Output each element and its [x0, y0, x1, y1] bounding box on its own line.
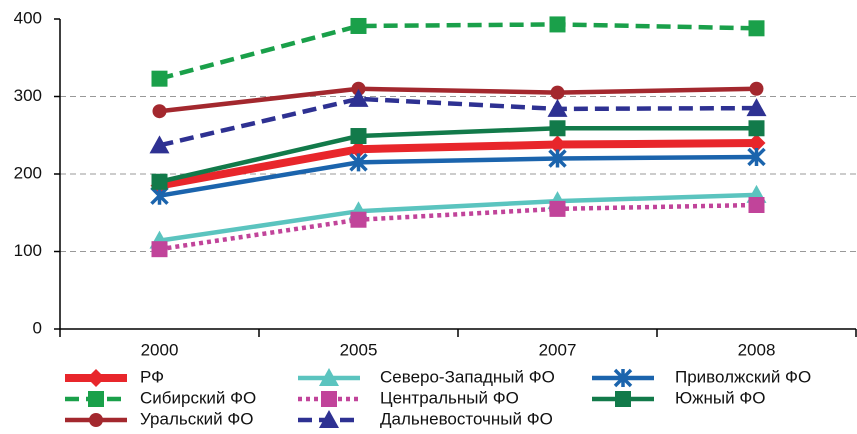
y-tick-label: 400: [14, 8, 42, 27]
x-tick-label: 2005: [340, 340, 378, 359]
marker: [350, 17, 367, 34]
legend-label: Северо-Западный ФО: [380, 367, 555, 386]
marker: [149, 135, 170, 154]
marker: [746, 98, 767, 117]
marker: [749, 81, 764, 96]
series-line: [159, 154, 757, 198]
legend-label: РФ: [140, 367, 164, 386]
marker: [548, 149, 567, 168]
marker: [151, 241, 168, 258]
series-line: [158, 139, 757, 190]
marker: [547, 98, 568, 117]
legend-label: Уральский ФО: [140, 409, 254, 428]
marker: [321, 391, 337, 407]
y-tick-label: 0: [33, 318, 42, 337]
marker: [350, 211, 367, 228]
x-tick-label: 2000: [141, 340, 179, 359]
marker: [748, 20, 765, 37]
marker: [151, 173, 168, 190]
marker: [87, 369, 105, 387]
marker: [351, 81, 366, 96]
marker: [549, 120, 566, 137]
y-tick-label: 100: [14, 241, 42, 260]
marker: [152, 104, 167, 119]
marker: [748, 120, 765, 137]
series-line: [159, 86, 757, 114]
y-tick-label: 300: [14, 86, 42, 105]
marker: [349, 140, 368, 159]
series-line: [158, 126, 757, 184]
legend-label: Южный ФО: [675, 388, 766, 407]
marker: [550, 85, 565, 100]
marker: [348, 88, 369, 107]
x-tick-label: 2007: [539, 340, 577, 359]
marker: [613, 368, 633, 388]
legend-label: Дальневосточный ФО: [380, 409, 553, 428]
series-line: [158, 96, 757, 148]
series-line: [158, 22, 757, 81]
marker: [549, 200, 566, 217]
marker: [748, 197, 765, 213]
marker: [549, 16, 566, 33]
marker: [319, 410, 339, 428]
marker: [350, 128, 367, 145]
marker: [747, 147, 766, 167]
x-tick-label: 2008: [738, 340, 776, 359]
marker: [89, 413, 103, 427]
series-line: [159, 192, 757, 243]
legend-label: Центральный ФО: [380, 388, 519, 407]
marker: [151, 70, 168, 87]
legend-label: Сибирский ФО: [140, 388, 256, 407]
marker: [548, 135, 567, 154]
marker: [319, 368, 339, 386]
legend-label: Приволжский ФО: [675, 367, 811, 386]
marker: [88, 391, 104, 407]
marker: [349, 153, 368, 172]
series-line: [159, 202, 757, 252]
y-tick-label: 200: [14, 163, 42, 182]
marker: [747, 134, 766, 152]
marker: [615, 391, 631, 407]
